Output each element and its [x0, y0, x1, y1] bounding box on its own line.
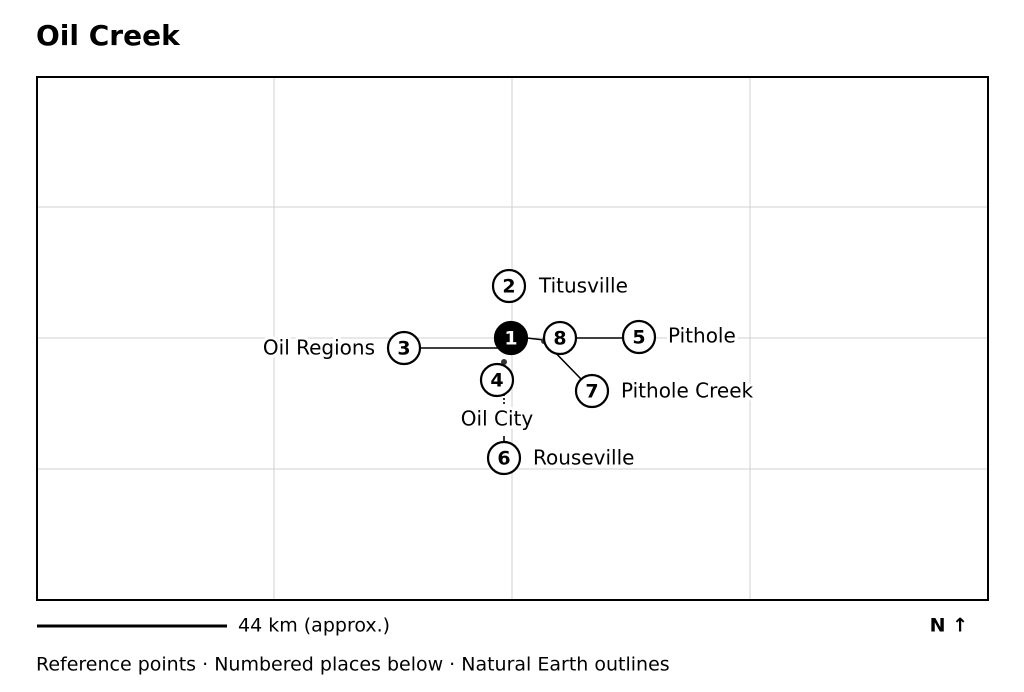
scale-label: 44 km (approx.)	[238, 615, 390, 637]
place-number: 7	[585, 381, 598, 403]
place-number: 8	[553, 328, 566, 350]
map-frame: 1 2 Titusville 3 Oil Regions 4 Oil City 5 Pithol…	[36, 76, 989, 601]
place-marker	[621, 319, 657, 355]
place-label: Oil Regions	[263, 336, 375, 360]
anchor-dot	[501, 359, 507, 365]
place-marker	[542, 320, 578, 356]
place-number: 2	[502, 276, 515, 298]
place-label: Pithole	[668, 324, 736, 348]
place-marker	[386, 330, 422, 366]
place-label: Rouseville	[533, 446, 634, 470]
place-marker	[493, 320, 529, 356]
place-label: Titusville	[538, 274, 628, 298]
place-number: 3	[397, 338, 410, 360]
map-border	[36, 76, 989, 601]
place-marker	[486, 440, 522, 476]
places: 1 2 Titusville 3 Oil Regions 4 Oil City 5 Pithol…	[260, 268, 757, 476]
north-arrow: N ↑	[930, 615, 968, 637]
place-label: Pithole Creek	[621, 379, 754, 403]
place-number: 1	[504, 328, 517, 350]
map-title: Oil Creek	[36, 19, 181, 52]
footer: Reference points · Numbered places below…	[36, 654, 670, 676]
place-number: 5	[632, 327, 645, 349]
place-number: 6	[497, 448, 510, 470]
place-marker	[491, 268, 527, 304]
place-number: 4	[490, 370, 503, 392]
leader-line	[526, 337, 545, 341]
place-marker	[479, 362, 515, 398]
place-marker	[574, 373, 610, 409]
place-label: Oil City	[461, 407, 534, 431]
